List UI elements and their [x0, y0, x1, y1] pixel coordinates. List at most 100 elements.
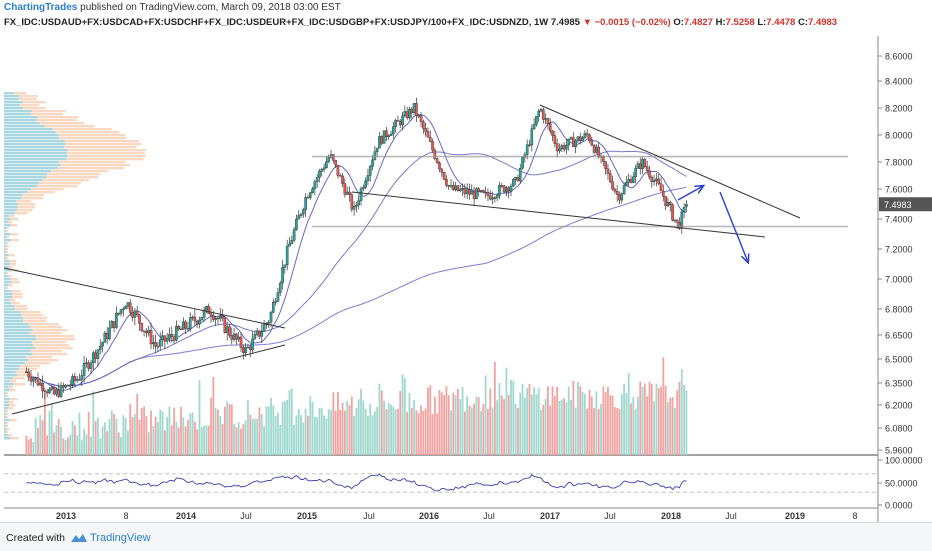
profile-bar-up	[4, 161, 59, 164]
profile-bar-up	[4, 191, 27, 194]
candle-body	[68, 384, 72, 387]
volume-bar	[253, 418, 256, 455]
volume-bar	[37, 428, 39, 455]
volume-bar	[394, 409, 397, 455]
volume-bar	[166, 416, 169, 455]
volume-bar	[57, 419, 60, 455]
profile-bar-up	[4, 338, 37, 341]
candle-body	[350, 194, 354, 210]
profile-bar-down	[9, 224, 18, 227]
candle-body	[133, 310, 137, 318]
candle-body	[59, 385, 63, 397]
volume-bar	[295, 415, 298, 455]
profile-bar-down	[63, 146, 137, 149]
profile-bar-up	[4, 212, 15, 215]
candle-body	[525, 144, 529, 155]
candle-body	[274, 301, 277, 303]
open-label: O:	[673, 17, 684, 28]
low-value: 7.4478	[766, 17, 796, 28]
volume-bar	[346, 400, 349, 455]
volume-bar	[64, 439, 67, 455]
profile-bar-up	[4, 389, 10, 392]
profile-bar-up	[4, 221, 8, 224]
volume-bar	[583, 393, 586, 455]
profile-bar-down	[33, 344, 69, 347]
profile-bar-down	[31, 341, 66, 344]
volume-bar	[304, 408, 307, 455]
profile-bar-down	[7, 434, 12, 437]
profile-bar-up	[4, 182, 39, 185]
candle-body	[625, 182, 628, 186]
volume-bar	[267, 406, 270, 455]
profile-bar-up	[4, 263, 10, 266]
profile-bar-up	[4, 329, 33, 332]
profile-bar-down	[7, 221, 12, 224]
volume-bar	[355, 407, 358, 455]
volume-bar	[32, 442, 35, 455]
candle-body	[606, 168, 610, 174]
candle-body	[248, 346, 252, 351]
price-chart[interactable]: 8.6000 8.4000 8.2000 8.0000 7.8000 7.6000 7.40…	[0, 0, 932, 522]
profile-bar-down	[10, 218, 19, 221]
profile-bar-down	[17, 374, 34, 377]
volume-bar	[517, 407, 519, 455]
profile-bar-down	[5, 257, 9, 260]
volume-bar	[272, 405, 275, 455]
volume-bar	[210, 397, 212, 455]
author-link[interactable]: ChartingTrades	[4, 2, 78, 13]
profile-bar-down	[24, 362, 51, 365]
profile-bar-down	[10, 278, 19, 281]
candle-body	[565, 144, 568, 150]
profile-bar-up	[4, 137, 59, 140]
volume-bar	[579, 386, 582, 455]
profile-bar-up	[4, 245, 7, 248]
price-change: −0.0015 (−0.02%)	[594, 17, 671, 28]
candle-body	[431, 141, 434, 151]
candle-body	[560, 145, 564, 150]
profile-bar-up	[4, 311, 21, 314]
profile-bar-up	[4, 122, 40, 125]
candle-body	[214, 317, 217, 320]
candle-body	[135, 310, 139, 315]
profile-bar-down	[37, 185, 78, 188]
volume-bar	[212, 377, 215, 455]
volume-bar	[673, 407, 676, 455]
candle-body	[435, 158, 439, 164]
profile-bar-up	[4, 386, 9, 389]
volume-bar	[556, 386, 559, 455]
profile-bar-down	[7, 266, 13, 269]
profile-bar-down	[34, 347, 73, 350]
last-price-badge	[879, 197, 932, 212]
profile-bar-up	[4, 155, 68, 158]
volume-bar	[440, 392, 443, 455]
candle-body	[567, 138, 571, 146]
candle-body	[581, 137, 584, 141]
profile-bar-up	[4, 104, 20, 107]
profile-bar-down	[9, 419, 17, 422]
candle-body	[634, 168, 637, 178]
candle-body	[311, 188, 314, 194]
volume-bar	[376, 407, 379, 455]
price-tick-label: 7.8000	[885, 158, 913, 168]
publication-line: ChartingTrades published on TradingView.…	[4, 2, 341, 13]
volume-bar	[383, 400, 385, 455]
tradingview-brand-link[interactable]: TradingView	[90, 532, 151, 544]
profile-bar-down	[30, 326, 63, 329]
volume-bar	[297, 409, 300, 455]
volume-bar	[406, 412, 409, 455]
candle-body	[666, 202, 670, 207]
candle-body	[671, 204, 674, 221]
last-price-label: 7.4983	[884, 200, 912, 210]
volume-bar	[339, 409, 342, 455]
projection-arrow-up	[677, 186, 703, 201]
candle-body	[242, 347, 245, 354]
volume-bar	[438, 389, 441, 455]
profile-bar-down	[14, 305, 28, 308]
time-tick-label: Jul	[363, 511, 375, 521]
profile-bar-up	[4, 170, 52, 173]
candle-body	[209, 313, 213, 316]
candle-body	[518, 168, 522, 182]
profile-bar-down	[11, 302, 20, 305]
profile-bar-up	[4, 416, 6, 419]
candle-body	[306, 196, 310, 199]
